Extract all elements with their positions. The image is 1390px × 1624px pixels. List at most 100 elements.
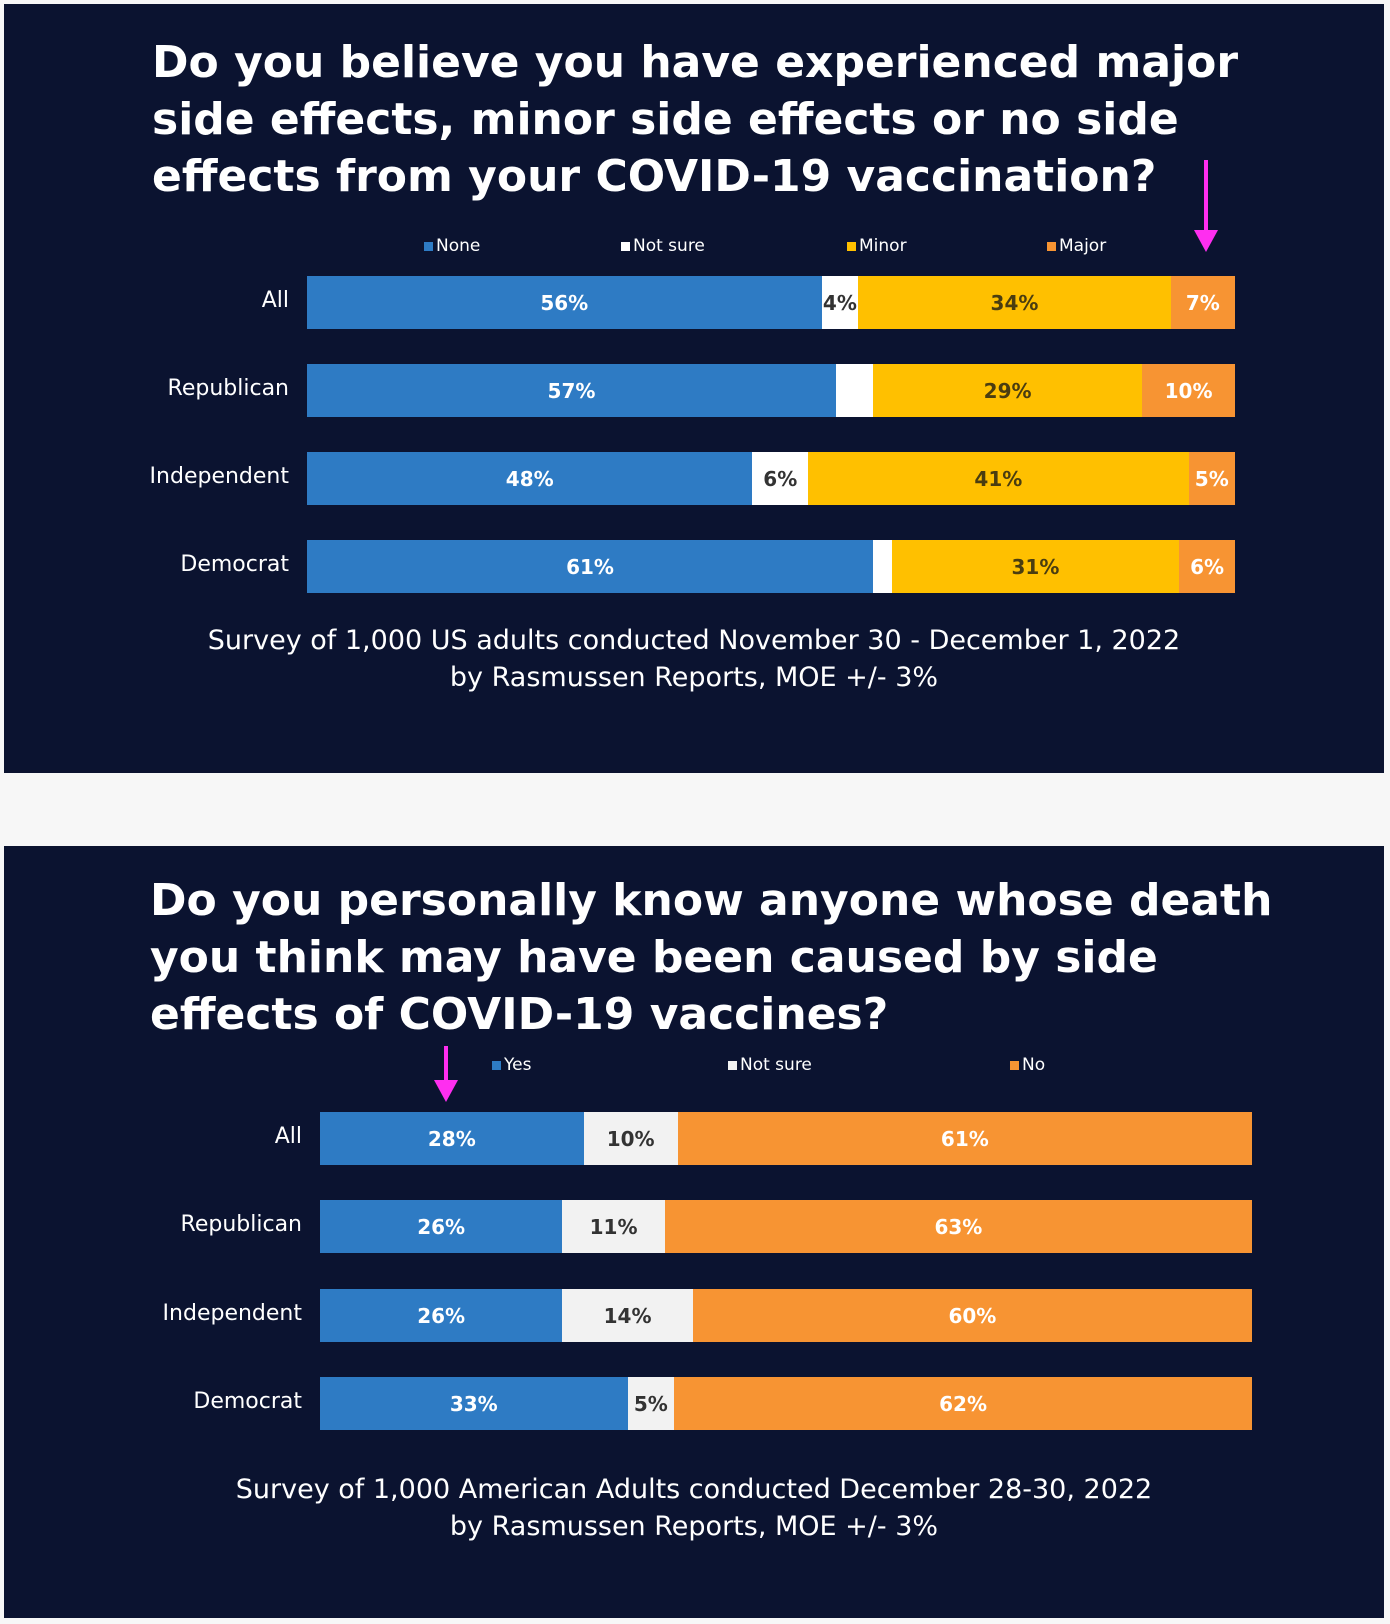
- footnote-line: by Rasmussen Reports, MOE +/- 3%: [449, 662, 939, 693]
- bar-segment-minor: 41%: [808, 452, 1189, 505]
- category-label: Democrat: [193, 1389, 302, 1414]
- footnote: Survey of 1,000 US adults conducted Nove…: [4, 622, 1384, 696]
- bar-segment-minor: 31%: [891, 540, 1180, 593]
- category-label: All: [274, 1124, 302, 1149]
- bar-segment-major: 6%: [1179, 540, 1235, 593]
- legend-label: No: [1022, 1055, 1046, 1075]
- bar-segment-not-sure: 11%: [562, 1200, 665, 1253]
- bar-segment-yes: 33%: [320, 1377, 628, 1430]
- bar-segment-not-sure: [873, 540, 892, 593]
- data-label: 61%: [566, 554, 614, 579]
- data-label: 26%: [417, 1214, 466, 1239]
- data-label: 10%: [606, 1126, 655, 1151]
- data-label: 60%: [948, 1303, 997, 1328]
- data-label: 6%: [763, 466, 798, 491]
- stacked-bar: 26% 11% 63%: [320, 1200, 1252, 1253]
- bar-segment-not-sure: 4%: [821, 276, 859, 329]
- data-label: 7%: [1185, 290, 1220, 315]
- category-label: Republican: [167, 376, 289, 401]
- legend-item: Not sure: [728, 1055, 812, 1075]
- legend-label: Not sure: [633, 236, 705, 256]
- data-label: 62%: [939, 1391, 987, 1416]
- footnote-line: Survey of 1,000 US adults conducted Nove…: [207, 625, 1181, 656]
- stacked-bar: 61% 31% 6%: [307, 540, 1235, 593]
- bar-segment-not-sure: 6%: [752, 452, 809, 505]
- bar-segment-no: 62%: [674, 1377, 1252, 1430]
- stacked-bar: 28% 10% 61%: [320, 1112, 1252, 1165]
- bar-segment-major: 5%: [1188, 452, 1235, 505]
- data-label: 63%: [934, 1214, 983, 1239]
- data-label: 5%: [1194, 466, 1229, 491]
- bar-segment-yes: 26%: [320, 1200, 563, 1253]
- stacked-bar: 26% 14% 60%: [320, 1289, 1252, 1342]
- stacked-bar: 33% 5% 62%: [320, 1377, 1252, 1430]
- stacked-bar: 57% 29% 10%: [307, 364, 1235, 417]
- legend-item: None: [424, 236, 480, 256]
- data-label: 6%: [1190, 554, 1225, 579]
- data-label: 26%: [417, 1303, 466, 1328]
- bar-segment-minor: 29%: [873, 364, 1143, 417]
- bar-segment-not-sure: 14%: [562, 1289, 693, 1342]
- bar-segment-no: 61%: [677, 1112, 1252, 1165]
- bar-segment-no: 60%: [692, 1289, 1252, 1342]
- highlight-arrow-icon: [1194, 160, 1218, 252]
- data-label: 4%: [822, 290, 857, 315]
- legend-label: Not sure: [740, 1055, 812, 1075]
- legend-label: Major: [1059, 236, 1107, 256]
- legend-swatch: [1047, 242, 1056, 251]
- category-label: Republican: [180, 1212, 302, 1237]
- bar-segment-no: 63%: [664, 1200, 1252, 1253]
- data-label: 56%: [540, 290, 589, 315]
- chart-panel-known-deaths: Do you personally know anyone whose deat…: [4, 846, 1384, 1618]
- bar-segment-none: 61%: [307, 540, 874, 593]
- legend-item: Major: [1047, 236, 1106, 256]
- data-label: 41%: [974, 466, 1023, 491]
- legend-swatch: [847, 242, 856, 251]
- data-label: 5%: [633, 1391, 668, 1416]
- data-label: 29%: [983, 378, 1032, 403]
- legend-swatch: [492, 1061, 501, 1070]
- legend-label: Minor: [859, 236, 907, 256]
- data-label: 57%: [547, 378, 596, 403]
- footnote-line: Survey of 1,000 American Adults conducte…: [235, 1474, 1153, 1505]
- highlight-arrow-icon: [434, 1046, 458, 1102]
- data-label: 48%: [505, 466, 554, 491]
- legend-swatch: [424, 242, 433, 251]
- bar-segment-not-sure: [835, 364, 874, 417]
- stacked-bar: 48% 6% 41% 5%: [307, 452, 1235, 505]
- bar-segment-none: 56%: [307, 276, 822, 329]
- bar-segment-major: 10%: [1142, 364, 1235, 417]
- legend-swatch: [621, 242, 630, 251]
- stacked-bar: 56% 4% 34% 7%: [307, 276, 1235, 329]
- bar-segment-not-sure: 10%: [583, 1112, 678, 1165]
- data-label: 14%: [603, 1303, 652, 1328]
- bar-segment-yes: 28%: [320, 1112, 584, 1165]
- bar-segment-not-sure: 5%: [627, 1377, 675, 1430]
- category-label: All: [261, 288, 289, 313]
- category-label: Independent: [149, 464, 289, 489]
- data-label: 33%: [449, 1391, 498, 1416]
- data-label: 10%: [1164, 378, 1213, 403]
- footnote: Survey of 1,000 American Adults conducte…: [4, 1471, 1384, 1545]
- legend-item: Not sure: [621, 236, 705, 256]
- footnote-line: by Rasmussen Reports, MOE +/- 3%: [449, 1511, 939, 1542]
- category-label: Independent: [162, 1301, 302, 1326]
- data-label: 31%: [1011, 554, 1060, 579]
- chart-title: Do you personally know anyone whose deat…: [150, 875, 1273, 1040]
- chart-title: Do you believe you have experienced majo…: [152, 37, 1239, 202]
- data-label: 34%: [990, 290, 1039, 315]
- legend-item: Minor: [847, 236, 907, 256]
- data-label: 28%: [427, 1126, 476, 1151]
- bar-segment-yes: 26%: [320, 1289, 563, 1342]
- chart-panel-side-effects: Do you believe you have experienced majo…: [4, 4, 1384, 773]
- legend-label: Yes: [504, 1055, 532, 1075]
- bar-segment-major: 7%: [1170, 276, 1235, 329]
- legend-label: None: [436, 236, 481, 256]
- category-label: Democrat: [180, 552, 289, 577]
- data-label: 61%: [940, 1126, 989, 1151]
- data-label: 11%: [589, 1214, 638, 1239]
- legend-swatch: [1010, 1061, 1019, 1070]
- legend-item: Yes: [492, 1055, 531, 1075]
- legend-swatch: [728, 1061, 737, 1070]
- bar-segment-none: 57%: [307, 364, 836, 417]
